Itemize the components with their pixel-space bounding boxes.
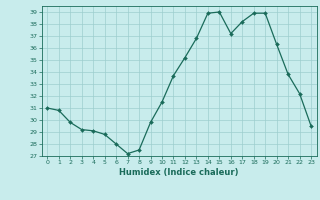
X-axis label: Humidex (Indice chaleur): Humidex (Indice chaleur) (119, 168, 239, 177)
